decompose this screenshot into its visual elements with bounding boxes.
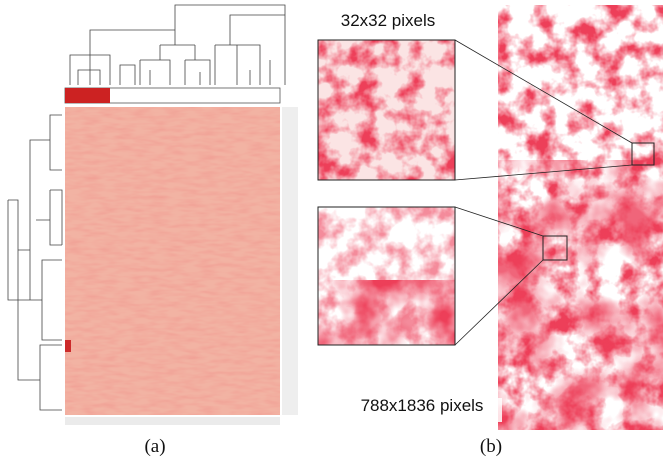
zoom-box bbox=[542, 235, 568, 261]
class-bar-segment bbox=[65, 88, 110, 103]
row-labels bbox=[282, 107, 298, 415]
connector bbox=[454, 206, 544, 237]
heatmap-cell bbox=[65, 340, 71, 352]
column-labels bbox=[65, 417, 280, 425]
inset-texture bbox=[318, 40, 455, 180]
inset-frame bbox=[317, 39, 456, 181]
caption: (a) bbox=[144, 436, 165, 457]
connector bbox=[454, 39, 633, 144]
inset-frame bbox=[317, 206, 456, 346]
caption: (b) bbox=[480, 436, 502, 457]
connector bbox=[454, 164, 633, 181]
heatmap-texture bbox=[65, 107, 280, 415]
left-dendrogram bbox=[7, 114, 63, 411]
label-backdrop bbox=[340, 398, 502, 422]
tissue-texture bbox=[498, 160, 663, 430]
connector bbox=[454, 259, 544, 346]
top-dendrogram bbox=[69, 4, 286, 85]
image-label: 788x1836 pixels bbox=[361, 396, 484, 415]
inset-label: 32x32 pixels bbox=[341, 11, 436, 30]
zoom-box bbox=[631, 142, 655, 166]
inset-texture bbox=[318, 207, 455, 345]
